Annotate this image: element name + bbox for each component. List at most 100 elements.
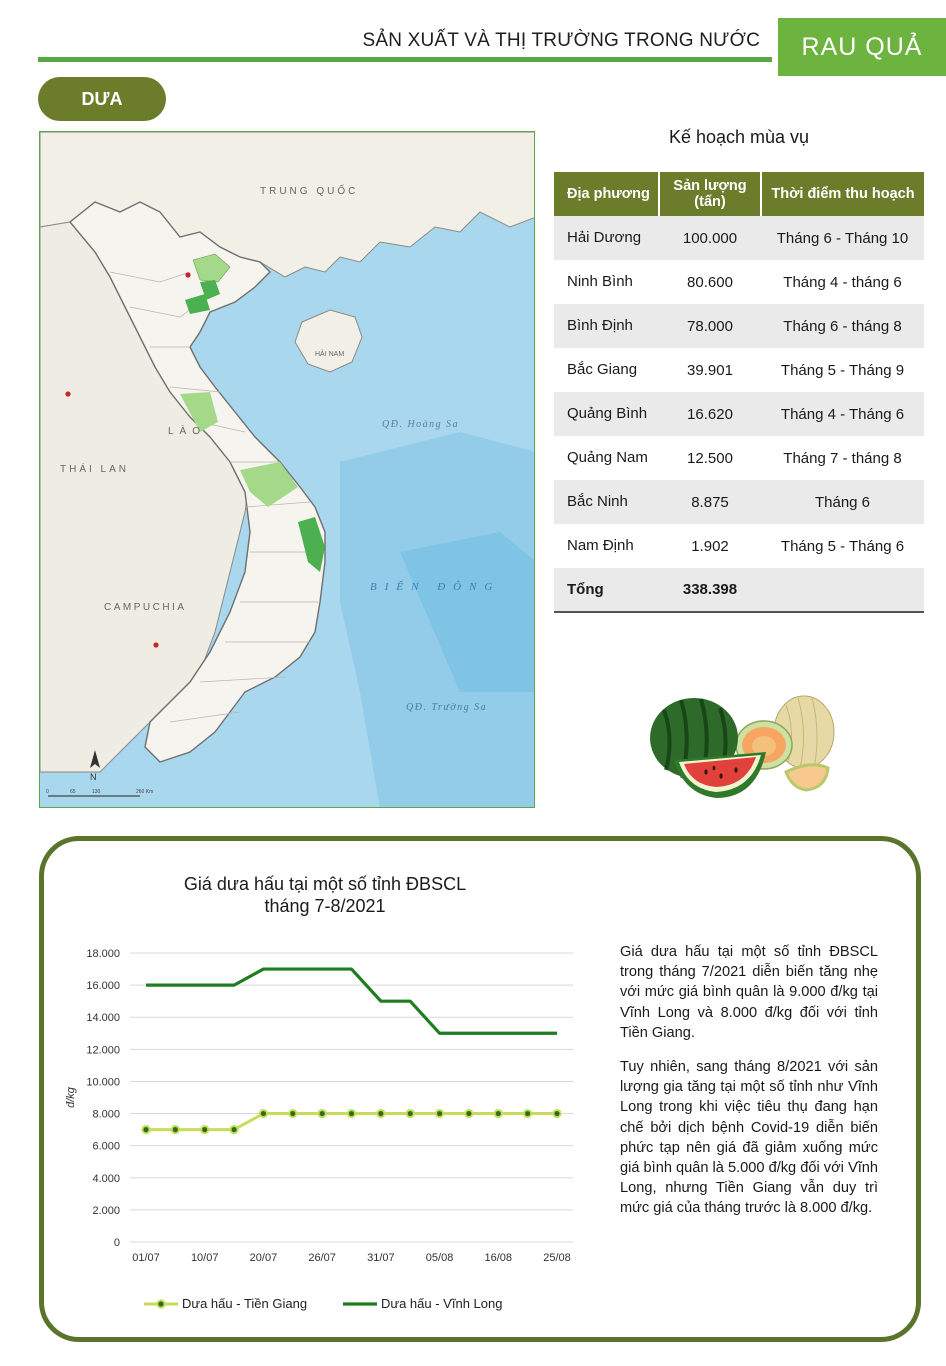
y-tick-label: 0 xyxy=(114,1237,120,1249)
commentary-paragraph: Giá dưa hấu tại một số tỉnh ĐBSCL trong … xyxy=(620,944,878,1041)
legend-label: Dưa hấu - Tiền Giang xyxy=(182,1296,307,1311)
table-cell-location: Nam Định xyxy=(554,524,659,568)
table-cell-harvest: Tháng 4 - tháng 6 xyxy=(761,260,924,304)
map-label-hoang-sa: QĐ. Hoàng Sa xyxy=(382,419,459,430)
table-row: Hải Dương 100.000 Tháng 6 - Tháng 10 xyxy=(554,216,924,260)
table-header-row: Địa phương Sản lượng (tấn) Thời điểm thu… xyxy=(554,172,924,216)
table-cell-harvest: Tháng 7 - tháng 8 xyxy=(761,436,924,480)
table-row: Nam Định 1.902 Tháng 5 - Tháng 6 xyxy=(554,524,924,568)
table-cell-location: Quảng Nam xyxy=(554,436,659,480)
table-row: Ninh Bình 80.600 Tháng 4 - tháng 6 xyxy=(554,260,924,304)
header-divider xyxy=(38,57,772,62)
commentary-paragraph: Tuy nhiên, sang tháng 8/2021 với sản lượ… xyxy=(620,1059,878,1217)
table-cell-output: 39.901 xyxy=(659,348,761,392)
series-point xyxy=(405,1108,415,1119)
table-cell-harvest: Tháng 6 xyxy=(761,480,924,524)
series-point xyxy=(376,1108,386,1119)
map-scale-tick: 260 Km xyxy=(136,789,153,795)
y-tick-label: 12.000 xyxy=(86,1044,120,1056)
map-illustration: TRUNG QUỐC HẢI NAM QĐ. Hoàng Sa LÀO THÁI… xyxy=(40,132,534,807)
table-cell-location: Bắc Giang xyxy=(554,348,659,392)
map-label-hainan: HẢI NAM xyxy=(315,349,344,358)
vietnam-map: TRUNG QUỐC HẢI NAM QĐ. Hoàng Sa LÀO THÁI… xyxy=(39,131,535,808)
table-cell-harvest: Tháng 6 - tháng 8 xyxy=(761,304,924,348)
table-total-harvest xyxy=(761,568,924,613)
melon-illustration xyxy=(650,695,835,798)
table-cell-location: Ninh Bình xyxy=(554,260,659,304)
series-point xyxy=(434,1108,445,1119)
x-tick-label: 10/07 xyxy=(191,1252,219,1264)
legend-label: Dưa hấu - Vĩnh Long xyxy=(381,1296,502,1311)
series-point xyxy=(523,1108,533,1119)
x-tick-label: 16/08 xyxy=(485,1252,513,1264)
series-point xyxy=(317,1108,327,1119)
chart-panel xyxy=(39,836,921,1342)
table-cell-location: Hải Dương xyxy=(554,216,659,260)
table-cell-location: Bình Định xyxy=(554,304,659,348)
map-scale-tick: 130 xyxy=(92,789,101,795)
table-total-output: 338.398 xyxy=(659,568,761,613)
header-title: SẢN XUẤT VÀ THỊ TRƯỜNG TRONG NƯỚC xyxy=(362,30,760,51)
series-line xyxy=(146,967,557,1035)
map-north-label: N xyxy=(90,772,97,782)
column-header: Sản lượng (tấn) xyxy=(658,172,761,216)
x-tick-label: 05/08 xyxy=(426,1252,454,1264)
table-cell-location: Quảng Bình xyxy=(554,392,659,436)
column-header: Thời điểm thu hoạch xyxy=(760,172,924,216)
x-tick-label: 26/07 xyxy=(308,1252,336,1264)
y-tick-label: 2.000 xyxy=(92,1205,120,1217)
table-cell-output: 8.875 xyxy=(659,480,761,524)
map-label-thailand: THÁI LAN xyxy=(60,462,129,475)
table-total-label: Tổng xyxy=(554,568,659,613)
series-point xyxy=(552,1108,562,1119)
chart-subtitle: tháng 7-8/2021 xyxy=(264,896,386,916)
table-cell-output: 100.000 xyxy=(659,216,761,260)
map-label-china: TRUNG QUỐC xyxy=(260,183,358,197)
y-axis-title: đ/kg xyxy=(65,1086,77,1108)
x-tick-label: 25/08 xyxy=(543,1252,571,1264)
table-cell-harvest: Tháng 5 - Tháng 9 xyxy=(761,348,924,392)
table-cell-output: 12.500 xyxy=(659,436,761,480)
table-cell-harvest: Tháng 4 - Tháng 6 xyxy=(761,392,924,436)
y-tick-label: 6.000 xyxy=(92,1141,120,1153)
map-label-laos: LÀO xyxy=(168,424,206,437)
y-tick-label: 14.000 xyxy=(86,1012,120,1024)
series-point xyxy=(464,1108,474,1119)
map-label-truong-sa: QĐ. Trường Sa xyxy=(406,702,487,713)
series-point xyxy=(493,1108,503,1119)
table-row: Bắc Ninh 8.875 Tháng 6 xyxy=(554,480,924,524)
y-tick-label: 8.000 xyxy=(92,1109,120,1121)
table-row: Bắc Giang 39.901 Tháng 5 - Tháng 9 xyxy=(554,348,924,392)
legend-marker xyxy=(156,1299,166,1309)
x-tick-label: 01/07 xyxy=(132,1252,160,1264)
column-header: Địa phương xyxy=(554,172,659,216)
series-point xyxy=(288,1108,298,1119)
series-point xyxy=(229,1125,239,1135)
series-point xyxy=(258,1108,269,1119)
section-label: DƯA xyxy=(38,77,166,121)
series-point xyxy=(170,1125,180,1135)
commentary-text: Giá dưa hấu tại một số tỉnh ĐBSCL trong … xyxy=(620,942,878,1233)
category-badge: RAU QUẢ xyxy=(778,18,946,76)
map-label-cambodia: CAMPUCHIA xyxy=(104,602,187,613)
map-scale-tick: 65 xyxy=(70,789,76,795)
table-cell-output: 80.600 xyxy=(659,260,761,304)
table-row: Quảng Nam 12.500 Tháng 7 - tháng 8 xyxy=(554,436,924,480)
series-point xyxy=(346,1108,357,1119)
series-point xyxy=(141,1125,151,1135)
map-label-bien-dong: BIỂN ĐÔNG xyxy=(370,580,500,593)
table-total-row: Tổng 338.398 xyxy=(554,568,924,613)
y-tick-label: 16.000 xyxy=(86,980,120,992)
table-cell-output: 16.620 xyxy=(659,392,761,436)
table-cell-output: 1.902 xyxy=(659,524,761,568)
north-arrow-icon xyxy=(90,750,100,768)
series-point xyxy=(200,1125,210,1135)
price-line-chart: 0 2.000 4.000 6.000 8.000 10.000 12.000 14.000 1… xyxy=(65,948,573,1311)
table-cell-harvest: Tháng 6 - Tháng 10 xyxy=(761,216,924,260)
table-title: Kế hoạch mùa vụ xyxy=(668,127,810,147)
y-tick-label: 10.000 xyxy=(86,1076,120,1088)
map-scale-tick: 0 xyxy=(46,789,49,795)
table-cell-output: 78.000 xyxy=(659,304,761,348)
x-tick-label: 31/07 xyxy=(367,1252,395,1264)
chart-title: Giá dưa hấu tại một số tỉnh ĐBSCL xyxy=(183,874,467,894)
